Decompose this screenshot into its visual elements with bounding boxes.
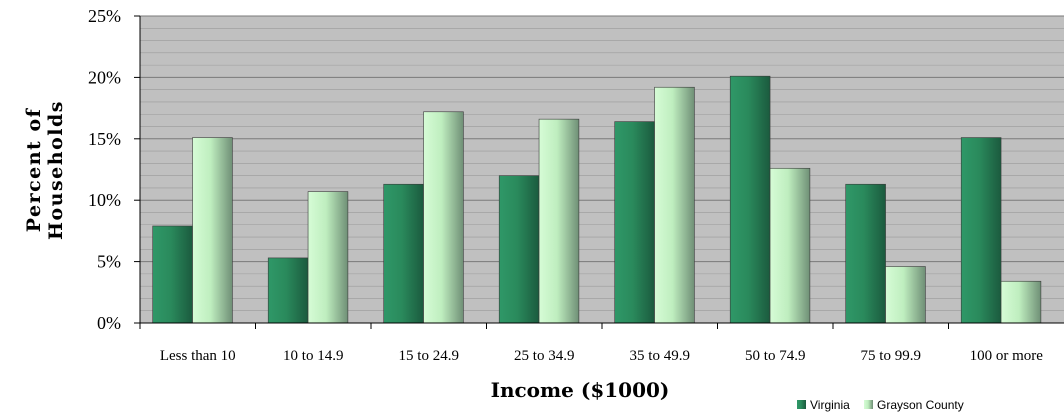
bar-grayson-county-75-to-99-9 (886, 267, 926, 323)
y-axis-title-line-1: Percent of (23, 107, 45, 232)
y-tick-label: 15% (88, 129, 121, 149)
y-tick-label: 25% (88, 6, 121, 26)
bar-grayson-county-10-to-14-9 (308, 192, 348, 323)
bar-virginia-100-or-more (961, 138, 1001, 323)
y-axis-tick-labels: 0% 5% 10% 15% 20% 25% (88, 6, 121, 333)
bar-virginia-10-to-14-9 (268, 258, 308, 323)
legend-label-grayson-county: Grayson County (877, 398, 964, 412)
y-axis-ticks (134, 16, 140, 323)
x-axis-tick-labels: Less than 10 10 to 14.9 15 to 24.9 25 to 34… (160, 348, 1043, 364)
bar-grayson-county-35-to-49-9 (655, 87, 695, 323)
bar-virginia-50-to-74-9 (730, 76, 770, 323)
bar-grayson-county-less-than-10 (193, 138, 233, 323)
x-tick-label: 10 to 14.9 (283, 348, 343, 364)
y-axis-title-line-2: Households (45, 100, 67, 240)
x-axis-title: Income ($1000) (491, 378, 670, 402)
bar-virginia-15-to-24-9 (384, 184, 424, 323)
legend: Virginia Grayson County (797, 398, 964, 412)
x-tick-label: 35 to 49.9 (630, 348, 690, 364)
bar-grayson-county-15-to-24-9 (424, 112, 464, 323)
x-tick-label: 50 to 74.9 (745, 348, 805, 364)
y-axis-title: Percent of Households (23, 100, 67, 240)
legend-label-virginia: Virginia (810, 398, 850, 412)
bar-grayson-county-50-to-74-9 (770, 168, 810, 323)
y-tick-label: 5% (97, 252, 121, 272)
x-tick-label: 100 or more (970, 348, 1044, 364)
bar-virginia-less-than-10 (153, 226, 193, 323)
legend-swatch-grayson-county (864, 400, 873, 409)
bar-grayson-county-100-or-more (1001, 281, 1041, 323)
x-tick-label: 25 to 34.9 (514, 348, 574, 364)
bar-virginia-25-to-34-9 (499, 176, 539, 323)
y-tick-label: 20% (88, 67, 121, 87)
y-tick-label: 0% (97, 313, 121, 333)
y-tick-label: 10% (88, 190, 121, 210)
x-tick-label: 15 to 24.9 (399, 348, 459, 364)
bar-virginia-75-to-99-9 (846, 184, 886, 323)
bar-grayson-county-25-to-34-9 (539, 119, 579, 323)
legend-swatch-virginia (797, 400, 806, 409)
bar-virginia-35-to-49-9 (615, 122, 655, 323)
x-tick-label: 75 to 99.9 (861, 348, 921, 364)
x-axis-ticks (140, 323, 949, 329)
x-tick-label: Less than 10 (160, 348, 236, 364)
